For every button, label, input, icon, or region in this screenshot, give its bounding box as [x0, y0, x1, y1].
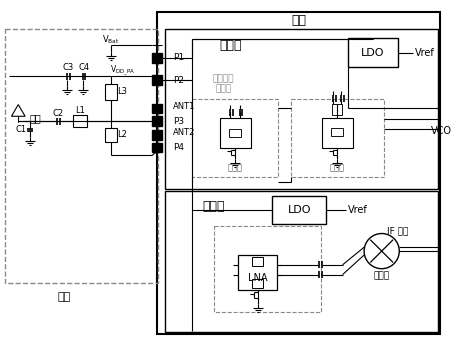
- Bar: [229, 129, 241, 137]
- Bar: [165, 190, 439, 332]
- Text: IF 信号: IF 信号: [387, 226, 408, 235]
- Text: P2: P2: [173, 76, 183, 85]
- Bar: [152, 143, 162, 153]
- Text: 第一级: 第一级: [330, 163, 345, 173]
- Text: $\rm V_{DD\_PA}$: $\rm V_{DD\_PA}$: [110, 63, 135, 78]
- Text: $\rm V_{Bat}$: $\rm V_{Bat}$: [102, 34, 120, 47]
- Text: 混合器: 混合器: [374, 271, 390, 280]
- Bar: [220, 118, 251, 147]
- Text: VCO: VCO: [430, 126, 452, 136]
- Bar: [214, 226, 321, 312]
- Text: LDO: LDO: [287, 205, 311, 215]
- Bar: [105, 128, 117, 142]
- Bar: [5, 29, 158, 283]
- Text: 接收机: 接收机: [202, 200, 225, 213]
- Text: C4: C4: [78, 63, 89, 72]
- Bar: [192, 99, 278, 177]
- Bar: [105, 84, 117, 100]
- Text: 天线: 天线: [30, 113, 42, 123]
- Text: 片外: 片外: [58, 292, 71, 302]
- Text: 功放驱动
放大器: 功放驱动 放大器: [212, 74, 234, 94]
- Bar: [252, 257, 263, 266]
- Text: 发射机: 发射机: [219, 39, 242, 52]
- Text: C1: C1: [15, 126, 27, 134]
- Bar: [331, 128, 343, 136]
- Text: LNA: LNA: [248, 274, 267, 284]
- Text: L1: L1: [75, 106, 85, 115]
- Text: ANT1: ANT1: [173, 102, 195, 111]
- Bar: [238, 255, 277, 290]
- Text: C2: C2: [53, 109, 64, 118]
- Bar: [321, 118, 353, 147]
- Bar: [73, 115, 87, 127]
- Text: L3: L3: [117, 87, 127, 96]
- Bar: [252, 279, 263, 288]
- Text: 片内: 片内: [291, 14, 306, 27]
- Bar: [152, 75, 162, 85]
- Text: P3: P3: [173, 117, 184, 126]
- Bar: [152, 116, 162, 126]
- Bar: [291, 99, 384, 177]
- Bar: [152, 130, 162, 140]
- Bar: [157, 12, 440, 334]
- Text: ANT2: ANT2: [173, 128, 195, 137]
- Bar: [347, 38, 398, 67]
- Text: C3: C3: [63, 63, 74, 72]
- Bar: [152, 104, 162, 113]
- Text: 第二级: 第二级: [227, 163, 242, 173]
- Text: P1: P1: [173, 53, 184, 62]
- Bar: [165, 29, 439, 188]
- Text: Vref: Vref: [415, 48, 434, 58]
- Text: L2: L2: [117, 130, 127, 139]
- Text: Vref: Vref: [347, 205, 367, 215]
- Text: LDO: LDO: [361, 48, 385, 58]
- Bar: [272, 196, 326, 224]
- Bar: [332, 104, 342, 115]
- Bar: [152, 53, 162, 63]
- Text: P4: P4: [173, 143, 183, 152]
